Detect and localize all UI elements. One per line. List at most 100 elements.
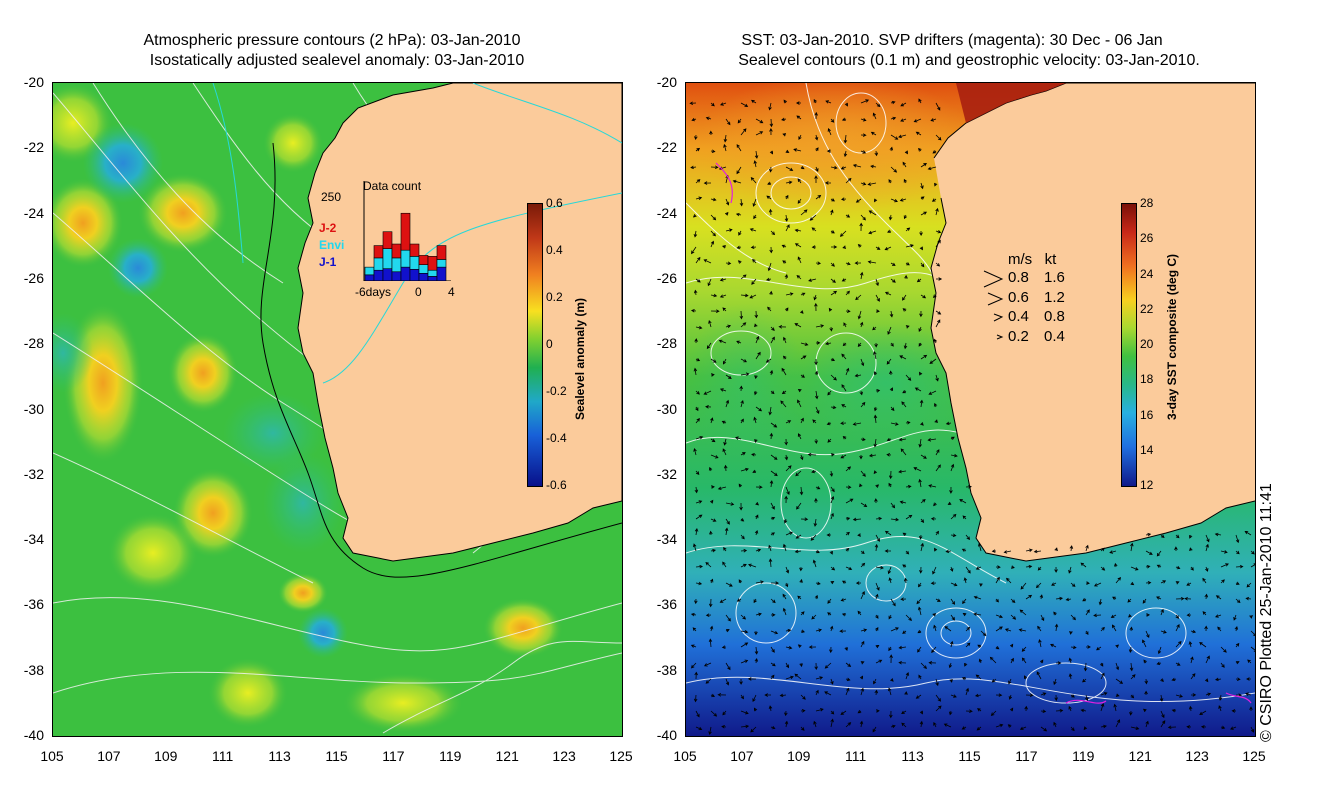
lon-tick-label: 121	[1128, 748, 1152, 764]
histogram-bar-j1	[391, 271, 402, 281]
lat-tick-label: -24	[23, 204, 44, 221]
velocity-legend-kt-1: 1.2	[1044, 289, 1065, 306]
sealevel-anomaly-map	[53, 83, 622, 736]
lat-tick-label: -28	[656, 335, 677, 352]
lon-tick-label: 113	[901, 748, 924, 764]
histogram-bar-envi	[391, 257, 402, 273]
histogram-bar-envi	[382, 248, 393, 269]
sst-colorbar-tick: 18	[1140, 372, 1154, 387]
lon-tick-label: 121	[495, 748, 519, 764]
histogram-bar-j1	[427, 276, 438, 281]
histogram-bar-j2	[391, 243, 402, 259]
lon-tick-label: 115	[325, 748, 348, 764]
velocity-legend-ms-2: 0.4	[1008, 308, 1029, 325]
lon-tick-label: 107	[730, 748, 754, 764]
sealevel-colorbar-tick: 0.6	[546, 196, 563, 210]
histogram-bar-envi	[364, 266, 375, 276]
data-count-histogram	[363, 181, 451, 281]
histogram-bar-j1	[418, 273, 429, 281]
lon-tick-label: 125	[609, 748, 633, 764]
velocity-arrow-field	[689, 98, 1255, 736]
histogram-bar-envi	[409, 256, 420, 270]
sst-colorbar-tick: 22	[1140, 301, 1154, 316]
lat-tick-label: -24	[656, 204, 677, 221]
inset-series-label-j1: J-1	[319, 255, 337, 269]
lat-tick-label: -28	[23, 335, 44, 352]
velocity-legend-ms-3: 0.2	[1008, 328, 1029, 345]
sealevel-colorbar-tick: -0.6	[546, 478, 567, 492]
histogram-axes	[363, 181, 451, 281]
histogram-bar-envi	[373, 257, 384, 271]
inset-x-label-zero: 0	[415, 285, 422, 299]
left-title-line1: Atmospheric pressure contours (2 hPa): 0…	[143, 32, 521, 49]
inset-series-label-envi: Envi	[319, 238, 345, 252]
histogram-bar-j1	[373, 269, 384, 281]
histogram-bar-j1	[400, 266, 411, 281]
lon-tick-label: 123	[1185, 748, 1209, 764]
velocity-legend-ms-0: 0.8	[1008, 269, 1029, 286]
lon-tick-label: 125	[1242, 748, 1266, 764]
sealevel-colorbar-label: Sealevel anomaly (m)	[573, 297, 587, 420]
sst-map	[686, 83, 1255, 736]
lon-tick-label: 109	[154, 748, 178, 764]
lat-tick-label: -36	[23, 596, 44, 613]
sst-colorbar-tick: 20	[1140, 337, 1154, 351]
velocity-legend-arrows	[983, 270, 1004, 340]
sealevel-colorbar-tick: -0.2	[546, 384, 567, 398]
sealevel-colorbar-tick: -0.4	[546, 431, 567, 445]
velocity-legend-header: m/s kt	[1008, 251, 1057, 268]
right-map-panel: m/s kt 0.8 1.6 0.6 1.2 0.4 0.8 0.2 0.4	[685, 82, 1256, 737]
velocity-legend-kt-3: 0.4	[1044, 328, 1065, 345]
inset-x-label-start: -6days	[355, 285, 392, 299]
sst-colorbar	[1121, 203, 1137, 487]
lat-tick-label: -26	[656, 269, 677, 286]
sst-colorbar-tick: 14	[1140, 442, 1154, 457]
inset-series-label-j2: J-2	[319, 221, 337, 235]
lat-tick-label: -32	[23, 465, 44, 482]
histogram-bar-envi	[418, 264, 429, 274]
lon-tick-label: 107	[97, 748, 121, 764]
lat-tick-label: -26	[23, 269, 44, 286]
lon-tick-label: 123	[552, 748, 576, 764]
lat-tick-label: -32	[656, 465, 677, 482]
sealevel-colorbar-tick: 0	[546, 337, 553, 351]
velocity-legend-kt-0: 1.6	[1044, 269, 1065, 286]
lon-tick-label: 113	[268, 748, 291, 764]
lat-tick-label: -34	[23, 531, 44, 548]
lon-tick-label: 115	[958, 748, 981, 764]
lat-tick-label: -38	[656, 661, 677, 678]
lat-tick-label: -40	[656, 727, 677, 743]
lat-tick-label: -20	[23, 74, 44, 90]
histogram-bar-j2	[427, 256, 438, 271]
lon-tick-label: 117	[382, 748, 405, 764]
inset-y-max-label: 250	[321, 190, 342, 204]
histogram-bar-j2	[409, 243, 420, 257]
histogram-bar-envi	[436, 259, 447, 268]
histogram-bar-j2	[436, 245, 447, 260]
velocity-legend-ms-1: 0.6	[1008, 289, 1029, 306]
sst-colorbar-tick: 16	[1140, 407, 1154, 422]
lon-tick-label: 111	[212, 748, 234, 764]
lon-tick-label: 105	[673, 748, 697, 764]
lon-tick-label: 105	[40, 748, 64, 764]
lon-tick-label: 117	[1015, 748, 1038, 764]
histogram-bar-envi	[427, 269, 438, 277]
sst-colorbar-tick: 24	[1140, 266, 1154, 281]
histogram-bar-j2	[373, 245, 384, 259]
inset-x-label-end: 4	[448, 285, 455, 299]
left-title-line2: Isostatically adjusted sealevel anomaly:…	[149, 52, 525, 69]
lat-tick-label: -38	[23, 661, 44, 678]
histogram-bar-j1	[364, 274, 375, 281]
right-title-line1: SST: 03-Jan-2010. SVP drifters (magenta)…	[741, 32, 1163, 49]
lon-tick-label: 111	[845, 748, 867, 764]
lon-tick-label: 109	[787, 748, 811, 764]
lon-tick-label: 119	[439, 748, 462, 764]
inset-title: Data count	[363, 179, 422, 193]
lat-tick-label: -36	[656, 596, 677, 613]
plot-stamp: © CSIRO Plotted 25-Jan-2010 11:41	[1258, 483, 1275, 742]
sealevel-colorbar	[527, 203, 543, 487]
sealevel-colorbar-tick: 0.4	[546, 243, 563, 257]
sealevel-colorbar-tick: 0.2	[546, 290, 563, 304]
histogram-bar-j2	[382, 231, 393, 249]
histogram-bar-envi	[400, 249, 411, 268]
